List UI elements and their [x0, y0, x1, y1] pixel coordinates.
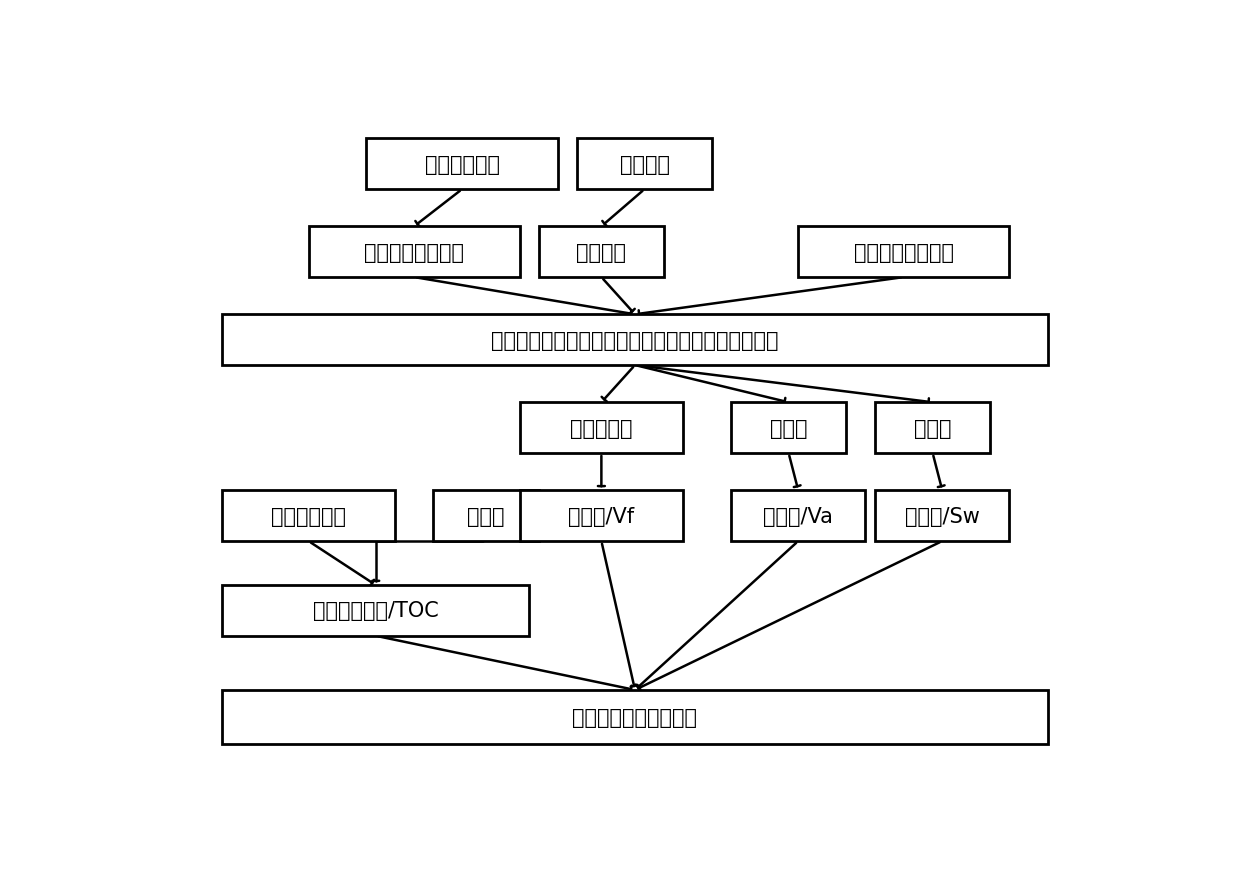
Text: 气孔隙: 气孔隙: [769, 418, 808, 438]
Bar: [434, 491, 539, 542]
Text: 声波、电阻率: 声波、电阻率: [271, 506, 346, 526]
Bar: [222, 586, 529, 636]
Bar: [539, 227, 664, 277]
Bar: [222, 491, 395, 542]
Bar: [222, 690, 1048, 745]
Text: 束缚水、有效孔隙: 束缚水、有效孔隙: [364, 242, 465, 263]
Text: 矿物质量: 矿物质量: [576, 242, 627, 263]
Bar: [731, 403, 846, 454]
Text: 声波、中子、密度: 声波、中子、密度: [854, 242, 954, 263]
Bar: [731, 491, 866, 542]
Text: 元素测井: 元素测井: [620, 155, 669, 175]
Bar: [520, 491, 683, 542]
Bar: [875, 403, 990, 454]
Text: 总有机质含量/TOC: 总有机质含量/TOC: [313, 601, 439, 621]
Bar: [309, 227, 520, 277]
Bar: [577, 140, 712, 190]
Bar: [798, 227, 1010, 277]
Text: 成熟度: 成熟度: [467, 506, 506, 526]
Text: 页岩地层地质甜点评价: 页岩地层地质甜点评价: [572, 707, 698, 727]
Text: 优化出矿物体积、干酪根、含气孔隙和含水孔隙含量: 优化出矿物体积、干酪根、含气孔隙和含水孔隙含量: [491, 330, 779, 350]
Text: 吸附气/Vf: 吸附气/Vf: [569, 506, 634, 526]
Bar: [367, 140, 559, 190]
Text: 饱和度/Sw: 饱和度/Sw: [904, 506, 980, 526]
Bar: [222, 315, 1048, 365]
Text: 自由气/Va: 自由气/Va: [763, 506, 833, 526]
Bar: [520, 403, 683, 454]
Text: 干酪根体积: 干酪根体积: [570, 418, 633, 438]
Text: 水孔隙: 水孔隙: [914, 418, 952, 438]
Bar: [875, 491, 1010, 542]
Text: 核磁共振测井: 核磁共振测井: [425, 155, 499, 175]
